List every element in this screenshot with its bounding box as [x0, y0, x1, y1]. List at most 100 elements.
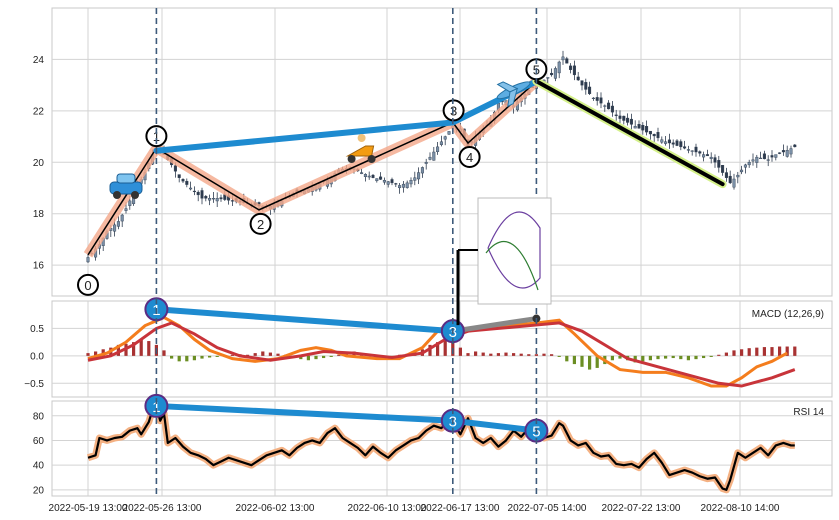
macd-histogram-bar: [268, 352, 272, 356]
y-tick-label: 0.0: [30, 351, 44, 362]
rsi-divergence-label: 1: [152, 399, 160, 416]
candle-body: [793, 144, 797, 148]
candle-body: [363, 174, 367, 178]
scooter-wheel: [347, 155, 356, 163]
candle-body: [375, 178, 379, 182]
macd-histogram-bar: [116, 344, 120, 356]
macd-histogram-bar: [534, 354, 538, 356]
candle-body: [367, 175, 371, 178]
candle-body: [409, 180, 413, 185]
macd-histogram-bar: [740, 349, 744, 356]
candle-body: [705, 154, 709, 157]
macd-histogram-bar: [329, 355, 333, 357]
candle-body: [770, 155, 774, 158]
macd-histogram-bar: [512, 353, 516, 356]
macd-histogram-bar: [337, 354, 341, 356]
candle-body: [405, 182, 409, 188]
scooter-rider: [357, 134, 366, 142]
candle-body: [196, 191, 200, 196]
x-tick-label: 2022-06-10 13:00: [348, 503, 427, 514]
candle-body: [230, 200, 234, 202]
macd-histogram-bar: [732, 350, 736, 356]
macd-gray-line: [452, 316, 537, 334]
macd-histogram-bar: [504, 352, 508, 356]
macd-histogram-bar: [170, 355, 174, 359]
candle-body: [622, 115, 626, 121]
x-tick-label: 2022-05-26 13:00: [123, 503, 202, 514]
macd-histogram-bar: [276, 353, 280, 356]
y-tick-label: 80: [33, 411, 45, 422]
candle-body: [614, 114, 618, 116]
candle-body: [580, 80, 584, 86]
price-panel: [51, 7, 833, 297]
macd-histogram-bar: [314, 355, 318, 360]
harmonic-point-label: 2: [257, 217, 264, 232]
candle-body: [629, 118, 633, 125]
candle-body: [626, 117, 630, 123]
candle-body: [128, 200, 132, 206]
scooter-wheel: [367, 155, 376, 163]
candle-body: [740, 169, 744, 173]
candle-body: [192, 190, 196, 193]
candle-body: [656, 132, 660, 139]
candle-body: [447, 131, 451, 135]
candle-body: [721, 165, 725, 173]
macd-histogram-bar: [679, 355, 683, 360]
candle-body: [785, 150, 789, 157]
candle-body: [382, 180, 386, 183]
candle-body: [211, 198, 215, 200]
car-icon: [109, 173, 143, 199]
candle-body: [736, 174, 740, 178]
macd-histogram-bar: [306, 355, 310, 361]
candle-body: [204, 196, 208, 199]
y-tick-label: 18: [33, 209, 45, 220]
macd-histogram-bar: [481, 352, 485, 356]
macd-histogram-bar: [527, 354, 531, 356]
macd-histogram-bar: [656, 355, 660, 360]
macd-histogram-bar: [572, 355, 576, 365]
macd-histogram-bar: [132, 342, 136, 356]
candle-body: [113, 224, 117, 232]
candle-body: [660, 139, 664, 143]
candle-body: [610, 105, 614, 113]
y-tick-label: −0.5: [24, 379, 44, 390]
candle-body: [713, 157, 717, 163]
macd-histogram-bar: [671, 355, 675, 359]
macd-histogram-bar: [215, 355, 219, 357]
macd-histogram-bar: [299, 355, 303, 360]
candle-body: [683, 146, 687, 149]
candle-body: [675, 140, 679, 146]
macd-histogram-bar: [261, 351, 265, 356]
candle-body: [633, 126, 637, 129]
car-wheel: [131, 191, 139, 199]
candle-body: [709, 156, 713, 159]
macd-histogram-bar: [694, 355, 698, 360]
candle-body: [648, 130, 652, 135]
macd-histogram-bar: [94, 351, 98, 356]
candle-body: [652, 133, 656, 137]
y-tick-label: 40: [33, 461, 45, 472]
macd-histogram-bar: [686, 355, 690, 361]
macd-histogram-bar: [618, 355, 622, 359]
candle-body: [181, 179, 185, 182]
rsi-line: [87, 406, 795, 491]
candle-body: [595, 97, 599, 101]
y-tick-label: 22: [33, 106, 45, 117]
candle-body: [398, 185, 402, 189]
candle-body: [637, 124, 641, 129]
candle-body: [724, 172, 728, 178]
macd-histogram-bar: [793, 346, 797, 356]
candle-body: [124, 208, 128, 211]
macd-histogram-bar: [246, 354, 250, 356]
downtrend-line: [534, 79, 725, 187]
candle-body: [686, 149, 690, 151]
y-tick-label: 24: [33, 55, 45, 66]
macd-histogram-bar: [208, 355, 212, 358]
candle-body: [778, 152, 782, 154]
candle-body: [762, 153, 766, 160]
candle-body: [379, 176, 383, 180]
candle-body: [200, 190, 204, 199]
macd-histogram-bar: [648, 355, 652, 361]
macd-histogram-bar: [474, 351, 478, 356]
candle-body: [759, 157, 763, 160]
